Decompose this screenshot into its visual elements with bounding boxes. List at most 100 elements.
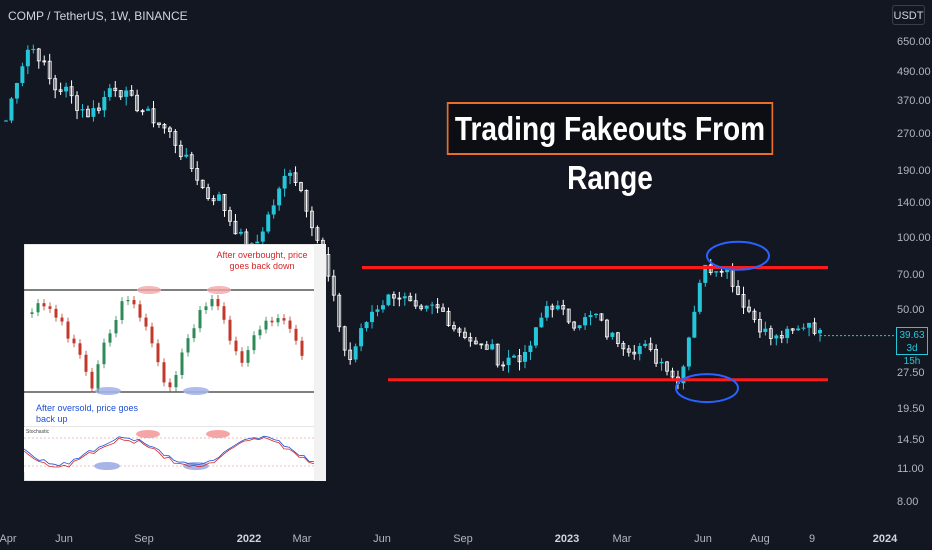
candle-body (747, 306, 751, 312)
candle-body (353, 346, 358, 360)
candle-body (271, 205, 276, 215)
inset-drawing (24, 244, 326, 481)
candle-body (479, 343, 484, 346)
candle-body (506, 357, 511, 366)
candle-body (637, 346, 642, 355)
annotation-title: Trading Fakeouts From Range (446, 102, 774, 196)
inset-stoch-ob-mark (206, 430, 230, 438)
symbol-title: COMP / TetherUS, 1W, BINANCE (8, 9, 188, 23)
candle-body (779, 335, 784, 339)
currency-button[interactable]: USDT (892, 5, 925, 25)
inset-candle-body (72, 338, 76, 344)
candle-body (53, 78, 58, 91)
y-tick-label: 19.50 (897, 402, 925, 415)
candle-body (189, 154, 194, 169)
candle-body (752, 310, 757, 320)
y-tick-label: 50.00 (897, 304, 925, 317)
candle-body (348, 349, 353, 360)
candle-body (315, 227, 320, 241)
candle-body (512, 355, 517, 358)
candle-body (129, 90, 134, 96)
inset-candle-body (108, 333, 112, 343)
candle-body (342, 326, 347, 351)
candle-body (397, 297, 402, 300)
candle-body (304, 190, 309, 212)
candle-body (818, 329, 822, 334)
overbought-note: After overbought, price goes back down (216, 250, 308, 271)
candle-body (200, 179, 205, 189)
candle-body (86, 108, 90, 118)
x-tick-label: Jun (55, 533, 73, 545)
candle-body (610, 332, 615, 337)
candle-body (91, 108, 96, 117)
y-tick-label: 650.00 (897, 36, 931, 48)
candle-body (566, 308, 571, 323)
oversold-note: After oversold, price goes back up (36, 403, 139, 424)
candle-body (605, 319, 609, 338)
inset-candle-body (90, 371, 94, 389)
y-tick-label: 14.50 (897, 433, 925, 446)
candle-body (785, 328, 790, 338)
candle-body (686, 337, 691, 367)
candle-body (20, 66, 25, 84)
y-tick-label: 490.00 (897, 65, 931, 78)
candle-body (402, 296, 407, 299)
candle-body (533, 327, 538, 346)
inset-candle-body (156, 343, 160, 363)
last-price-value: 39.63 (899, 330, 925, 341)
inset-candle-body (162, 362, 166, 383)
candle-body (36, 48, 41, 62)
candle-body (457, 328, 462, 333)
candle-body (42, 60, 47, 63)
candle-body (544, 306, 549, 318)
inset-candle-body (150, 326, 154, 344)
inset-example-chart: After overbought, price goes back down A… (24, 244, 326, 481)
candle-body (299, 182, 303, 191)
candle-body (435, 304, 440, 309)
candle-body (238, 231, 243, 234)
inset-candle-body (114, 319, 118, 334)
x-tick-label: 2023 (554, 533, 580, 545)
x-tick-label: Sep (453, 533, 473, 545)
candle-body (184, 154, 189, 157)
candle-body (741, 294, 746, 308)
candle-body (157, 122, 161, 125)
candle-body (69, 86, 74, 97)
candle-body (555, 305, 560, 310)
candle-body (282, 175, 287, 189)
candle-body (703, 264, 708, 283)
candle-body (288, 172, 293, 176)
candle-body (643, 343, 648, 347)
candle-body (572, 321, 577, 329)
candle-body (211, 198, 216, 202)
inset-candle-body (126, 299, 130, 302)
candle-body (424, 305, 429, 309)
inset-price-scale (314, 244, 326, 481)
candle-body (697, 282, 702, 312)
candle-body (375, 309, 380, 312)
candle-body (583, 317, 588, 326)
inset-candle-body (270, 320, 274, 323)
inset-candle-body (96, 364, 100, 389)
inset-candle-body (228, 319, 232, 341)
inset-candle-body (78, 343, 82, 355)
candle-body (550, 305, 555, 310)
candle-body (380, 305, 385, 310)
candle-body (654, 348, 659, 364)
bar-countdown: 3d 15h (903, 343, 921, 367)
inset-candle-body (60, 317, 64, 322)
y-tick-label: 140.00 (897, 196, 931, 209)
x-tick-label: Jun (694, 533, 712, 545)
inset-candle-body (84, 354, 88, 372)
candle-body (293, 172, 298, 183)
candle-body (796, 328, 801, 331)
candle-body (615, 332, 620, 344)
inset-candle-body (30, 312, 34, 314)
inset-candle-body (258, 329, 262, 336)
candle-body (577, 325, 582, 329)
candle-body (801, 327, 806, 329)
candle-body (468, 337, 473, 342)
inset-candle-body (42, 303, 46, 307)
